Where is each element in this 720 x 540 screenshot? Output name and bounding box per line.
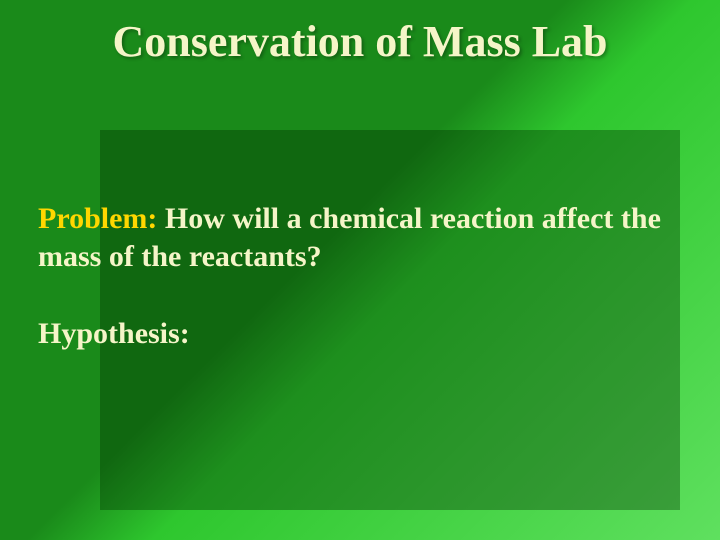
slide-content: Problem: How will a chemical reaction af… (38, 200, 688, 351)
slide-container: Conservation of Mass Lab Problem: How wi… (0, 0, 720, 540)
hypothesis-label: Hypothesis: (38, 317, 688, 351)
problem-section: Problem: How will a chemical reaction af… (38, 200, 688, 275)
problem-label: Problem: (38, 202, 157, 235)
slide-title: Conservation of Mass Lab (0, 18, 720, 66)
